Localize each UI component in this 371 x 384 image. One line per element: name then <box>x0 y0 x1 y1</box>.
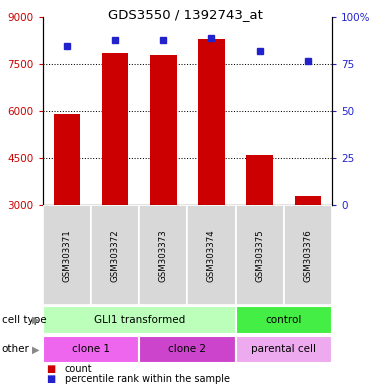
Text: ■: ■ <box>46 374 56 384</box>
Bar <box>43 306 236 334</box>
Bar <box>236 306 332 334</box>
Bar <box>246 155 273 205</box>
Bar <box>139 336 236 363</box>
Bar <box>150 55 177 205</box>
Text: parental cell: parental cell <box>251 344 316 354</box>
Bar <box>187 205 236 305</box>
Text: count: count <box>65 364 92 374</box>
Text: GSM303376: GSM303376 <box>303 229 312 282</box>
Text: percentile rank within the sample: percentile rank within the sample <box>65 374 230 384</box>
Bar <box>236 205 284 305</box>
Bar <box>284 205 332 305</box>
Text: cell type: cell type <box>2 315 46 325</box>
Text: GLI1 transformed: GLI1 transformed <box>93 315 185 325</box>
Bar <box>43 205 91 305</box>
Bar <box>91 205 139 305</box>
Text: GSM303373: GSM303373 <box>159 229 168 282</box>
Bar <box>198 39 225 205</box>
Text: GSM303374: GSM303374 <box>207 229 216 282</box>
Bar <box>102 53 128 205</box>
Bar <box>236 336 332 363</box>
Text: control: control <box>266 315 302 325</box>
Text: ▶: ▶ <box>32 315 40 325</box>
Bar <box>43 336 139 363</box>
Bar <box>139 205 187 305</box>
Text: GDS3550 / 1392743_at: GDS3550 / 1392743_at <box>108 8 263 22</box>
Text: clone 2: clone 2 <box>168 344 206 354</box>
Bar <box>295 196 321 205</box>
Text: GSM303371: GSM303371 <box>62 229 71 282</box>
Text: GSM303372: GSM303372 <box>111 229 119 282</box>
Text: other: other <box>2 344 30 354</box>
Text: GSM303375: GSM303375 <box>255 229 264 282</box>
Text: ■: ■ <box>46 364 56 374</box>
Bar <box>53 114 80 205</box>
Text: clone 1: clone 1 <box>72 344 110 354</box>
Text: ▶: ▶ <box>32 344 40 354</box>
